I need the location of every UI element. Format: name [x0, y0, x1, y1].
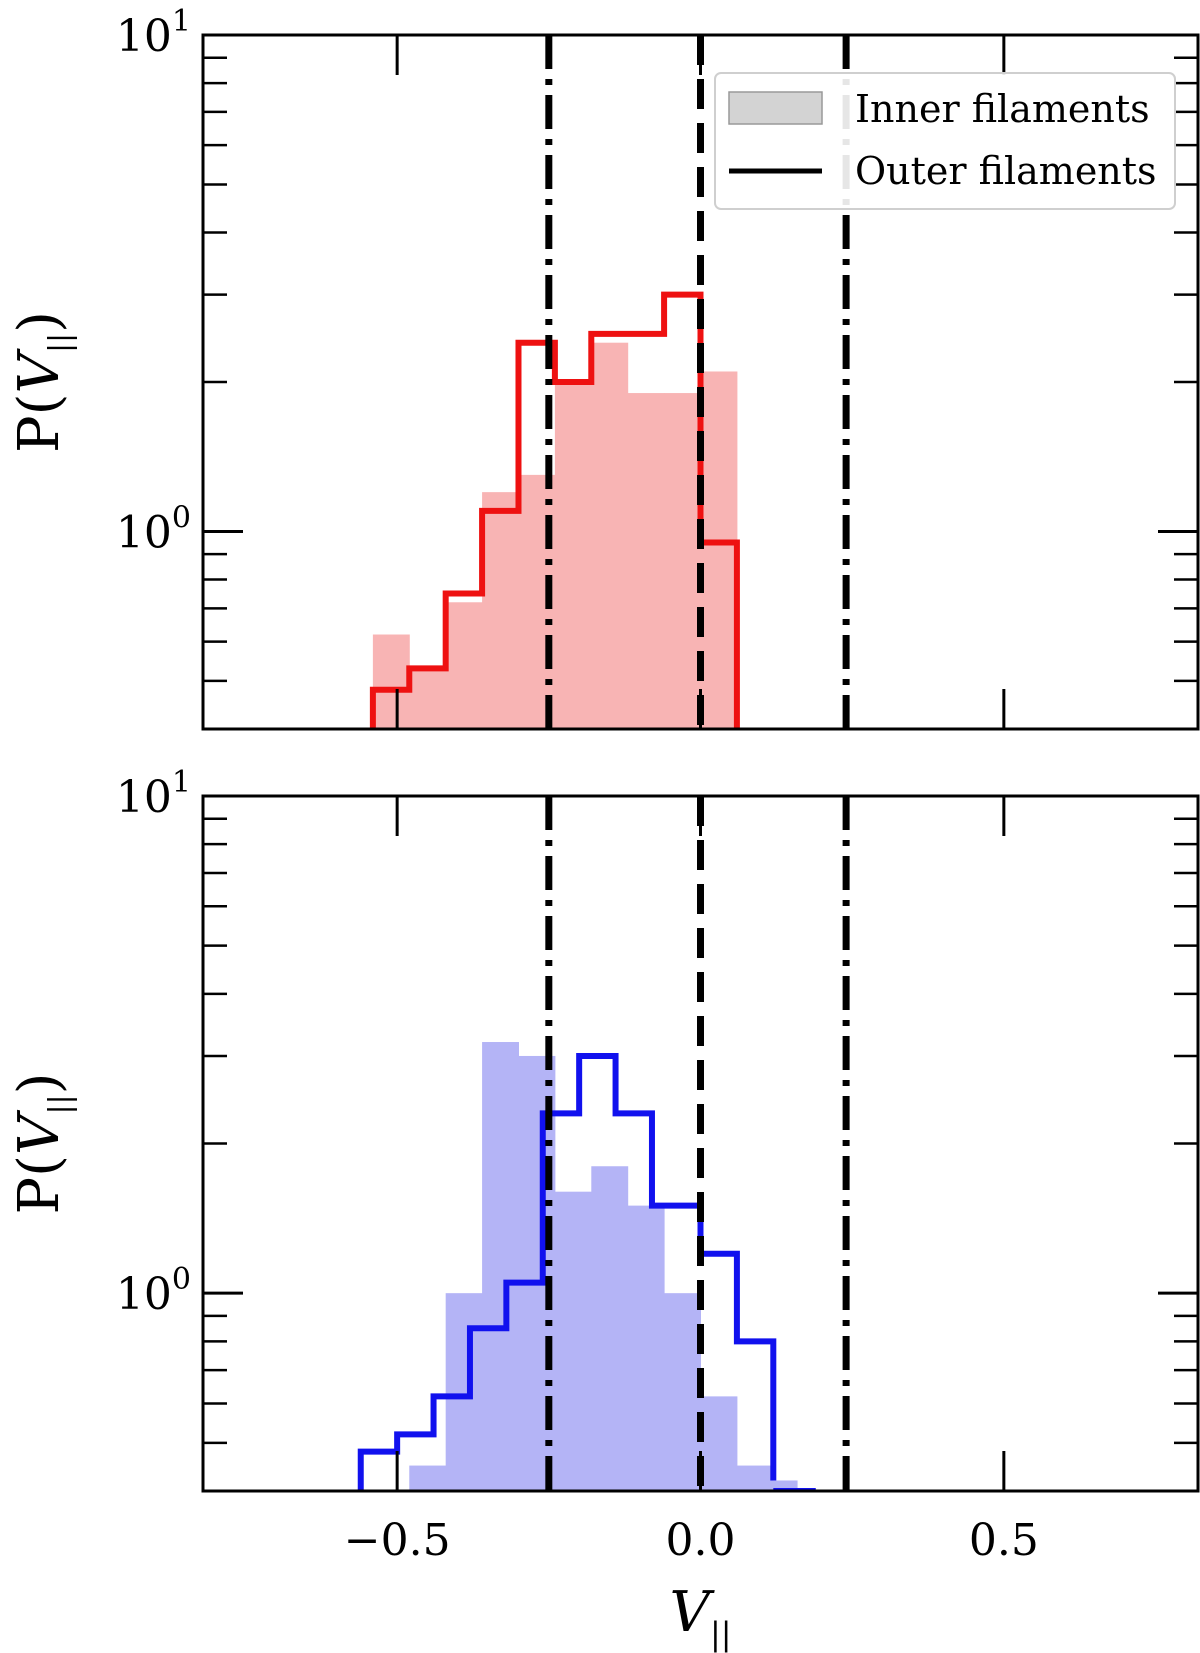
legend: Inner filaments Outer filaments: [714, 72, 1176, 210]
top-histogram-panel: 101 100 P(V||) Inner filaments Outer filamen…: [7, 4, 1200, 731]
y-tick-label: 100: [116, 500, 191, 558]
inner-filaments-bar: [554, 382, 592, 729]
inner-filaments-bar: [591, 342, 629, 729]
inner-filaments-bar: [372, 634, 410, 729]
inner-filaments-bar: [482, 492, 519, 729]
inner-filaments-bar: [627, 393, 665, 729]
y-tick-label: 101: [116, 765, 191, 823]
legend-label: Inner filaments: [855, 87, 1150, 131]
inner-filaments-bar: [700, 371, 738, 729]
inner-filaments-bar: [664, 393, 701, 729]
y-tick-label: 100: [116, 1262, 191, 1320]
inner-filaments-bar: [736, 1465, 774, 1491]
inner-filaments-bar: [627, 1205, 665, 1491]
inner-filaments-bar: [554, 1191, 592, 1491]
inner-filaments-bar: [591, 1166, 629, 1491]
inner-filaments-bar: [664, 1293, 701, 1491]
y-axis-label: P(V||): [7, 311, 78, 453]
inner-filaments-bar: [409, 1465, 447, 1491]
plot-area: [369, 35, 850, 729]
outer-filaments-step-line: [357, 1052, 777, 1491]
inner-filaments-bar: [445, 602, 483, 729]
y-axis-label: P(V||): [7, 1072, 78, 1214]
inner-filaments-bar: [409, 668, 447, 729]
x-axis-label: V||: [669, 1580, 731, 1653]
inner-filaments-bar: [445, 1293, 483, 1491]
outer-filaments-step-line: [369, 291, 740, 729]
plot-area: [357, 796, 850, 1491]
inner-filaments-bar: [700, 1396, 738, 1491]
y-tick-label: 101: [116, 4, 191, 62]
legend-label: Outer filaments: [855, 149, 1157, 193]
x-tick-label: −0.5: [344, 1515, 451, 1566]
bottom-histogram-panel: 101 100 −0.5 0.0 0.5 P(V||) V||: [7, 765, 1200, 1653]
inner-filaments-bar: [773, 1480, 798, 1491]
x-tick-label: 0.0: [666, 1515, 736, 1566]
legend-box: [714, 72, 1176, 210]
legend-patch-inner: [728, 91, 823, 125]
x-tick-label: 0.5: [969, 1515, 1039, 1566]
inner-filaments-bar: [482, 1042, 519, 1491]
